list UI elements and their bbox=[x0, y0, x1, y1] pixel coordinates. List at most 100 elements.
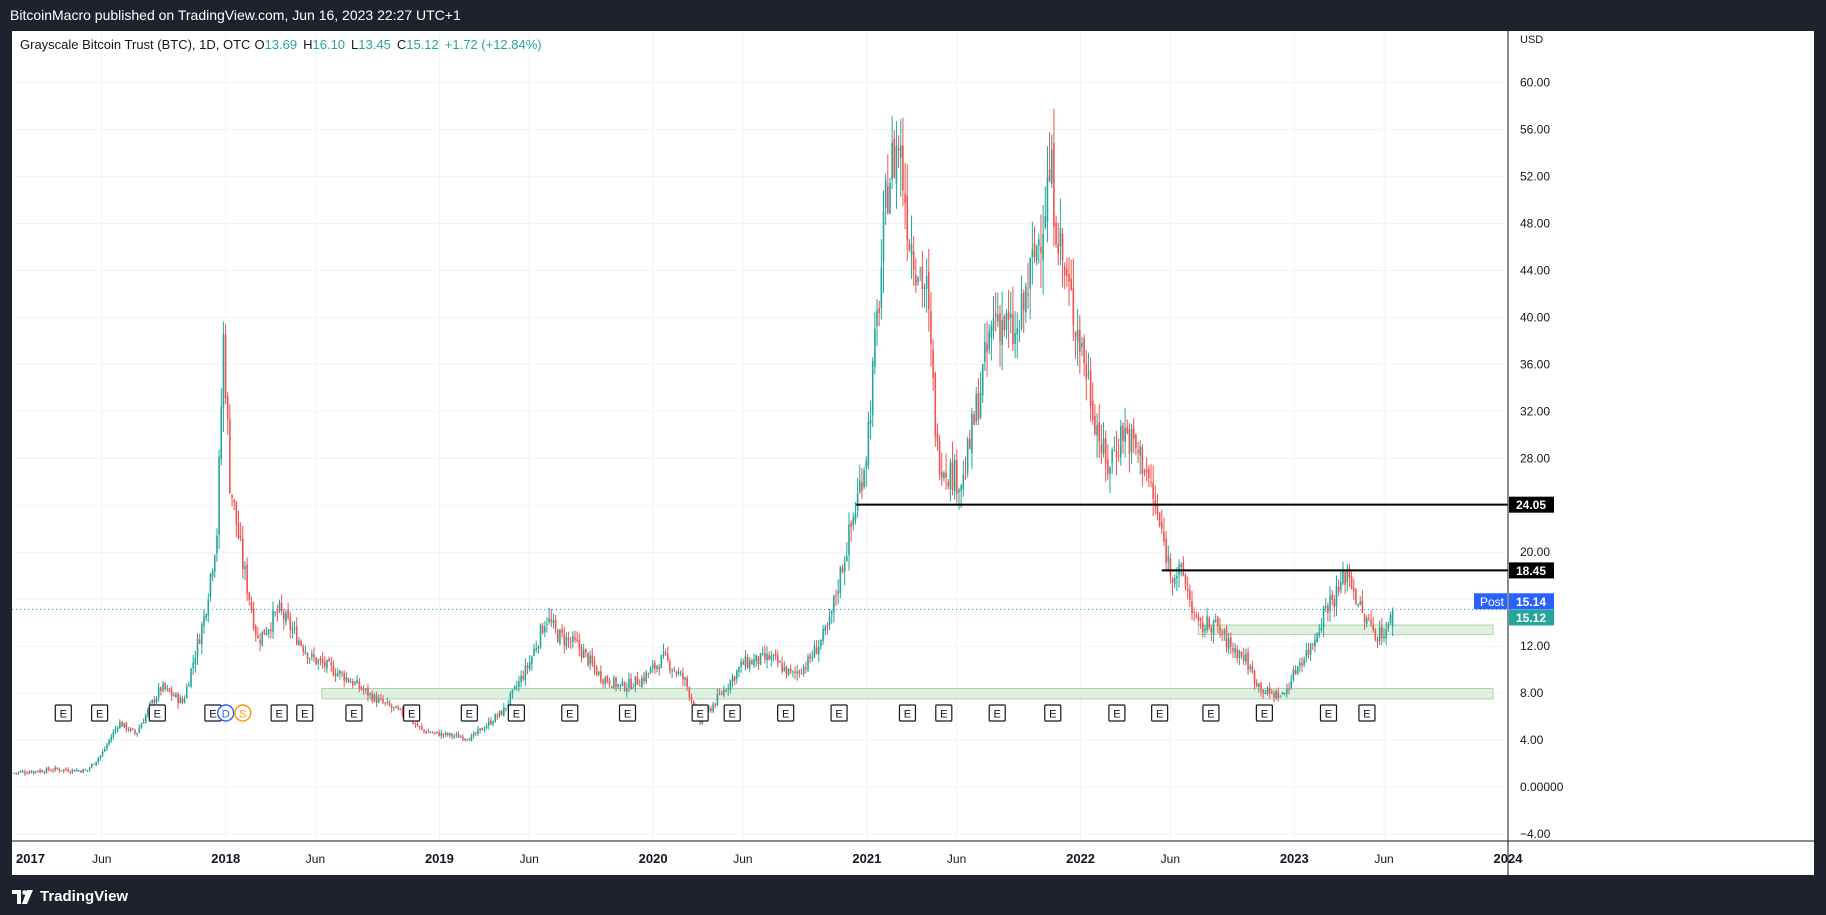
footer-bar: TradingView bbox=[0, 879, 1826, 915]
candle-body bbox=[994, 313, 997, 317]
candle-body bbox=[1044, 215, 1047, 228]
candle-body bbox=[160, 687, 162, 691]
chart-panel[interactable]: E E E E D S E E E E E E E E E E E E E E E E E E E E E E USD 60.00 56.0… bbox=[12, 31, 1814, 875]
candle-body bbox=[1260, 683, 1262, 692]
candle-body bbox=[1098, 421, 1101, 443]
candle-body bbox=[1363, 614, 1366, 623]
candle-body bbox=[1359, 601, 1362, 605]
candle-body bbox=[1236, 649, 1239, 659]
candle-body bbox=[1111, 450, 1113, 463]
candle-body bbox=[270, 629, 272, 631]
candle-body bbox=[1204, 628, 1206, 631]
candle-body bbox=[1038, 239, 1040, 246]
candle-body bbox=[1148, 468, 1150, 479]
candle-body bbox=[263, 629, 266, 635]
candle-body bbox=[194, 657, 197, 665]
candle-body bbox=[1016, 328, 1019, 335]
candle-body bbox=[707, 708, 710, 710]
candle-body bbox=[893, 138, 896, 178]
candle-body bbox=[757, 656, 760, 664]
candle-body bbox=[1014, 333, 1016, 344]
candle-body bbox=[1223, 630, 1226, 634]
earnings-marker bbox=[618, 704, 637, 722]
candle-body bbox=[1150, 481, 1152, 483]
candle-body bbox=[1035, 245, 1038, 262]
candle-body bbox=[684, 677, 686, 680]
candle-body bbox=[69, 772, 72, 774]
candle-body bbox=[1318, 632, 1321, 636]
candle-body bbox=[285, 612, 287, 623]
candle-body bbox=[671, 670, 673, 672]
candle-body bbox=[1137, 450, 1139, 453]
candle-body bbox=[449, 733, 451, 736]
candle-body bbox=[621, 681, 624, 686]
candle-body bbox=[166, 687, 169, 689]
candle-body bbox=[798, 670, 801, 674]
candle-body bbox=[71, 769, 74, 772]
candle-body bbox=[569, 641, 572, 643]
event-label: E bbox=[994, 709, 1001, 721]
candle-body bbox=[815, 647, 818, 655]
candle-body bbox=[848, 524, 850, 556]
candle-body bbox=[636, 677, 639, 685]
candle-body bbox=[617, 684, 619, 687]
candle-body bbox=[321, 659, 324, 664]
candle-body bbox=[513, 685, 516, 689]
time-tick-label: 2021 bbox=[852, 851, 881, 866]
brand-name: TradingView bbox=[40, 888, 129, 905]
candle-body bbox=[1305, 650, 1308, 658]
candle-body bbox=[67, 769, 69, 772]
currency-label: USD bbox=[1520, 34, 1543, 46]
candle-body bbox=[97, 758, 100, 762]
candle-body bbox=[1193, 611, 1195, 613]
candle-body bbox=[1348, 568, 1351, 578]
candle-body bbox=[13, 772, 15, 774]
price-axis: USD 60.00 56.00 52.00 48.00 44.00 40.00 36.00 32… bbox=[1520, 34, 1564, 841]
candle-body bbox=[669, 661, 671, 671]
candle-body bbox=[846, 556, 848, 562]
candle-body bbox=[168, 688, 171, 692]
candle-body bbox=[826, 625, 829, 628]
candle-body bbox=[423, 729, 425, 731]
candle-body bbox=[315, 657, 317, 665]
candle-body bbox=[472, 733, 475, 736]
candle-body bbox=[1372, 624, 1374, 630]
candle-body bbox=[908, 243, 911, 250]
candle-body bbox=[526, 665, 529, 669]
tradingview-logo[interactable]: TradingView bbox=[12, 888, 128, 905]
candle-body bbox=[155, 697, 158, 704]
candle-body bbox=[1096, 424, 1098, 436]
symbol-legend: Grayscale Bitcoin Trust (BTC), 1D, OTC O1… bbox=[20, 37, 548, 52]
candle-body bbox=[1141, 447, 1144, 474]
candle-body bbox=[1208, 617, 1211, 628]
earnings-marker bbox=[345, 704, 363, 722]
candle-body bbox=[518, 680, 520, 688]
earnings-marker bbox=[898, 704, 917, 722]
candle-body bbox=[925, 276, 928, 289]
candle-body bbox=[300, 641, 302, 646]
candle-body bbox=[975, 393, 978, 422]
candle-body bbox=[651, 664, 654, 668]
candle-body bbox=[1365, 617, 1368, 624]
candle-body bbox=[854, 514, 857, 521]
price-tick-label: 28.00 bbox=[1520, 451, 1550, 465]
earnings-marker bbox=[988, 704, 1006, 722]
candle-body bbox=[1128, 429, 1131, 454]
candle-body bbox=[984, 341, 986, 362]
candle-body bbox=[537, 646, 540, 649]
candle-body bbox=[981, 364, 984, 396]
candle-body bbox=[891, 142, 893, 180]
candle-body bbox=[727, 688, 729, 690]
candle-body bbox=[742, 661, 745, 665]
candle-body bbox=[1335, 585, 1338, 607]
candle-body bbox=[710, 708, 712, 712]
candle-body bbox=[956, 460, 958, 495]
candle-body bbox=[54, 767, 56, 771]
candle-body bbox=[997, 314, 999, 322]
price-chart[interactable]: E E E E D S E E E E E E E E E E E E E E E E E E E E E E USD 60.00 56.0… bbox=[12, 31, 1814, 875]
candle-body bbox=[632, 687, 635, 689]
candle-body bbox=[500, 710, 503, 716]
candle-body bbox=[1113, 450, 1116, 452]
candle-body bbox=[751, 660, 753, 665]
earnings-marker bbox=[561, 704, 579, 722]
